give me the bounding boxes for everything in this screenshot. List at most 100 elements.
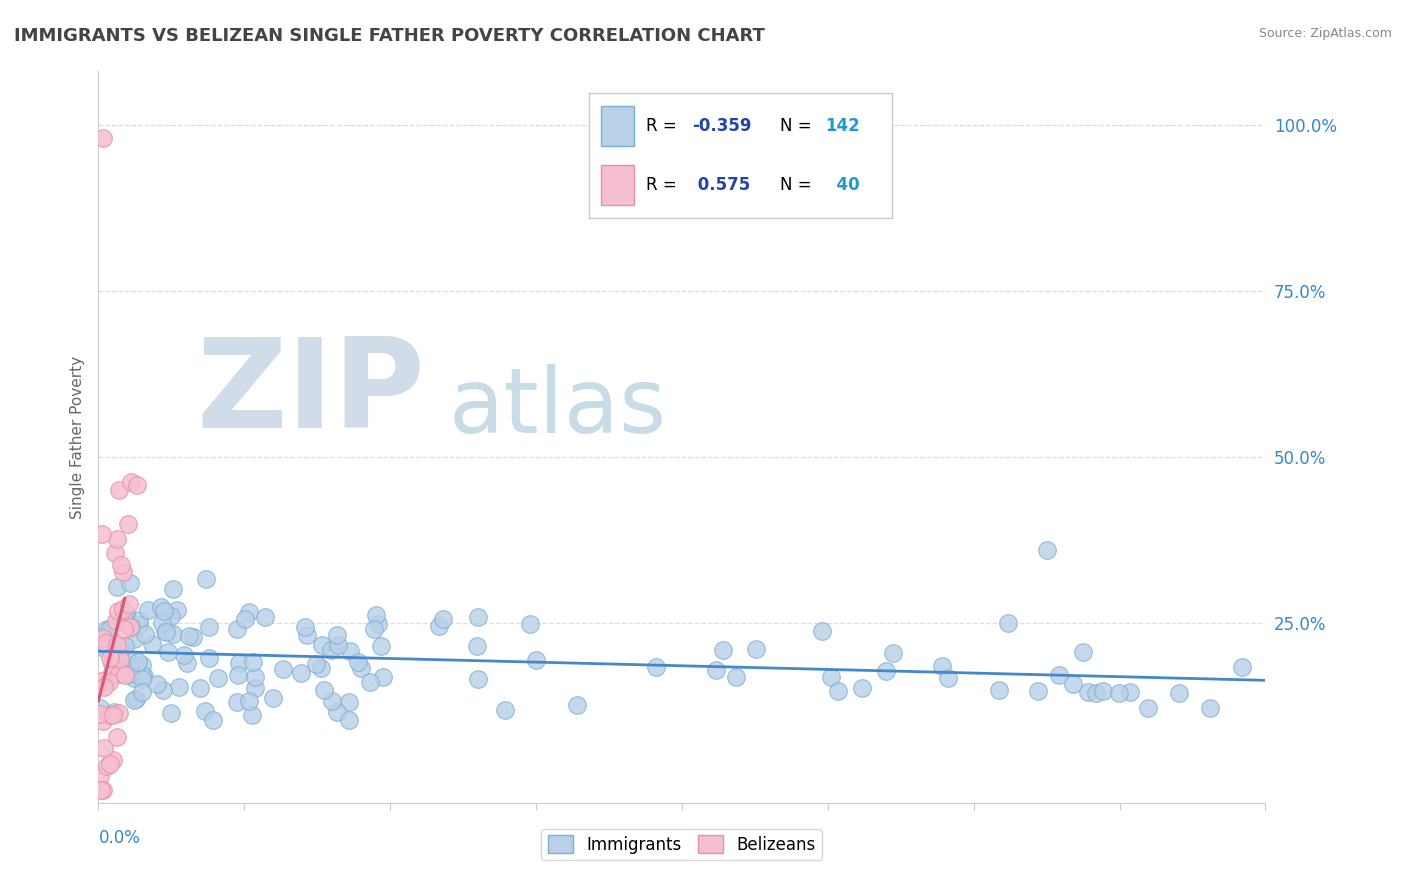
Point (997, 615, 1019, 630)
Point (118, 576, 141, 591)
Point (644, 659, 666, 673)
Point (704, 663, 727, 677)
Point (262, 690, 284, 705)
Point (98, 651, 121, 665)
Point (120, 620, 142, 634)
Point (1077, 685, 1099, 699)
Point (363, 622, 385, 636)
Point (882, 646, 904, 660)
Point (105, 638, 128, 652)
Point (371, 670, 394, 684)
Point (183, 630, 205, 644)
Point (465, 639, 488, 653)
Point (127, 655, 149, 669)
Point (117, 516, 139, 531)
Point (319, 642, 342, 657)
Point (305, 657, 328, 672)
Point (131, 685, 153, 699)
Point (820, 670, 842, 684)
Point (290, 665, 312, 680)
Point (125, 477, 148, 491)
Text: 0.0%: 0.0% (98, 829, 141, 847)
Point (90, 782, 112, 797)
Point (166, 603, 188, 617)
Point (101, 708, 124, 723)
Point (294, 620, 316, 634)
Point (1035, 543, 1057, 558)
Point (104, 614, 127, 628)
Point (120, 475, 142, 490)
Point (225, 695, 247, 709)
Point (427, 619, 450, 633)
Point (128, 618, 150, 632)
Text: ZIP: ZIP (197, 333, 425, 454)
Point (326, 638, 349, 652)
Point (827, 684, 849, 698)
Point (98, 623, 121, 637)
Legend: Immigrants, Belizeans: Immigrants, Belizeans (541, 829, 823, 860)
Point (91, 629, 114, 643)
Point (114, 606, 136, 620)
Point (115, 607, 138, 621)
Point (89, 706, 111, 721)
Point (367, 616, 389, 631)
Point (349, 661, 371, 675)
Y-axis label: Single Father Poverty: Single Father Poverty (69, 356, 84, 518)
Point (325, 706, 347, 720)
Point (467, 672, 489, 686)
Point (337, 695, 360, 709)
Point (128, 613, 150, 627)
Point (1199, 701, 1222, 715)
Point (90, 526, 112, 541)
Point (159, 608, 181, 623)
Point (194, 704, 217, 718)
Point (201, 713, 224, 727)
Point (851, 681, 873, 696)
Point (1137, 701, 1160, 715)
Text: atlas: atlas (449, 364, 666, 452)
Point (146, 677, 169, 691)
Point (238, 606, 260, 620)
Point (745, 641, 768, 656)
Point (112, 622, 135, 636)
Point (127, 668, 149, 682)
Point (124, 671, 146, 685)
Point (364, 607, 387, 622)
Point (153, 624, 176, 639)
Point (122, 632, 145, 647)
Point (107, 604, 129, 618)
Point (96, 759, 118, 773)
Point (931, 659, 953, 673)
Point (1168, 686, 1191, 700)
Point (197, 620, 219, 634)
Point (197, 651, 219, 665)
Point (114, 668, 136, 682)
Point (124, 657, 146, 672)
Point (103, 706, 125, 720)
Point (114, 648, 136, 663)
Point (97, 675, 120, 690)
Point (724, 670, 747, 684)
Point (149, 599, 172, 614)
Point (141, 637, 163, 651)
Point (108, 706, 131, 720)
Point (1230, 659, 1253, 673)
Point (326, 628, 349, 642)
Point (359, 674, 381, 689)
Point (228, 657, 250, 671)
Point (225, 622, 247, 636)
Point (122, 692, 145, 706)
Text: Source: ZipAtlas.com: Source: ZipAtlas.com (1258, 27, 1392, 40)
Point (1084, 686, 1107, 700)
Point (91, 631, 114, 645)
Point (1071, 645, 1094, 659)
Point (295, 627, 318, 641)
Point (101, 753, 124, 767)
Point (370, 640, 392, 654)
Point (524, 653, 547, 667)
Point (105, 581, 128, 595)
Point (125, 692, 148, 706)
Point (1062, 677, 1084, 691)
Point (120, 619, 142, 633)
Point (160, 706, 183, 721)
